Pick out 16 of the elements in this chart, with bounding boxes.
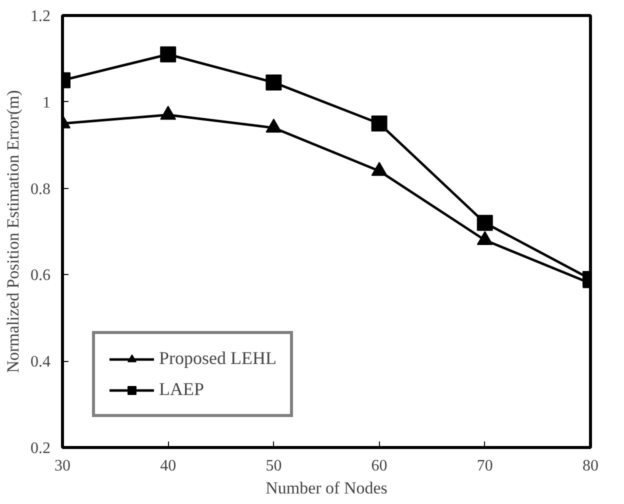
legend-label: Proposed LEHL bbox=[159, 348, 276, 369]
x-tick-label: 40 bbox=[160, 458, 176, 474]
x-axis-title: Number of Nodes bbox=[266, 478, 388, 498]
x-tick-label: 50 bbox=[266, 458, 282, 474]
y-tick-label: 1 bbox=[42, 94, 50, 112]
x-tick-label: 70 bbox=[476, 458, 493, 474]
y-tick-label: 0.4 bbox=[30, 354, 50, 371]
y-tick-label: 0.2 bbox=[30, 440, 50, 457]
y-tick-label: 1.2 bbox=[30, 8, 50, 25]
x-tick-label: 80 bbox=[582, 458, 598, 474]
y-tick-label: 0.6 bbox=[30, 267, 50, 284]
x-tick-label: 30 bbox=[54, 458, 70, 474]
y-axis-title: Normalized Position Estimation Error(m) bbox=[4, 90, 22, 373]
legend-label: LAEP bbox=[159, 379, 204, 400]
x-tick-label: 60 bbox=[371, 458, 388, 474]
y-tick-label: 0.8 bbox=[30, 180, 50, 198]
